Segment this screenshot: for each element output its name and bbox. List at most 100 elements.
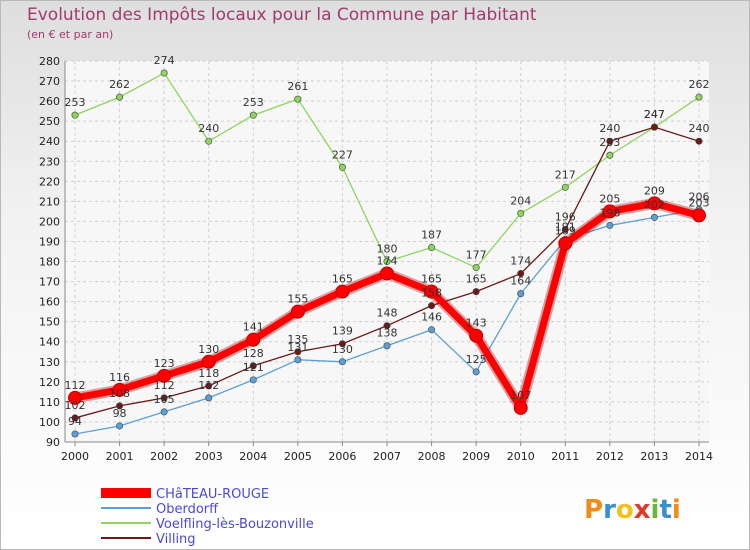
series-point (116, 93, 124, 101)
chart-subtitle: (en € et par an) (27, 28, 114, 41)
data-label: 121 (243, 361, 264, 374)
data-label: 240 (689, 122, 710, 135)
series-point (428, 326, 436, 334)
series-point (116, 422, 124, 430)
data-label: 227 (332, 148, 353, 161)
data-label: 189 (555, 224, 576, 237)
data-label: 130 (332, 343, 353, 356)
x-tick-label: 2001 (106, 450, 134, 463)
series-point (249, 376, 257, 384)
data-label: 131 (287, 341, 308, 354)
series-point (338, 340, 346, 348)
series-point (517, 290, 525, 298)
data-label: 262 (109, 78, 130, 91)
series-point (428, 302, 436, 310)
series-point (205, 137, 213, 145)
x-tick-label: 2014 (685, 450, 713, 463)
series-point (249, 362, 257, 370)
series-point (695, 93, 703, 101)
logo-letter: P (584, 495, 603, 525)
data-label: 135 (287, 333, 308, 346)
series-point (380, 266, 394, 281)
data-label: 206 (689, 190, 710, 203)
y-tick-label: 200 (39, 215, 60, 228)
logo-letter: i (651, 495, 660, 525)
series-point (160, 394, 168, 402)
series-point (428, 243, 436, 251)
data-label: 202 (644, 198, 665, 211)
x-tick-label: 2007 (373, 450, 401, 463)
legend-swatch (101, 507, 151, 509)
y-tick-label: 130 (39, 356, 60, 369)
series-point (205, 382, 213, 390)
series-point (246, 332, 261, 347)
data-label: 187 (421, 228, 442, 241)
logo-letter: t (659, 495, 671, 525)
data-label: 198 (599, 206, 620, 219)
data-label: 107 (510, 389, 531, 402)
data-label: 262 (689, 78, 710, 91)
series-point (692, 208, 706, 223)
series-point (424, 284, 439, 299)
legend-swatch (101, 537, 151, 539)
data-label: 118 (198, 367, 219, 380)
series-point (517, 270, 525, 278)
series-point (647, 196, 662, 211)
data-label: 165 (332, 273, 353, 286)
series-point (558, 236, 573, 251)
series-point (383, 258, 391, 266)
series-point (650, 123, 658, 131)
series-point (294, 356, 302, 364)
y-tick-label: 250 (39, 115, 60, 128)
y-tick-label: 90 (46, 436, 60, 449)
y-tick-label: 110 (39, 396, 60, 409)
y-tick-label: 140 (39, 336, 60, 349)
data-label: 253 (65, 96, 86, 109)
series-point (513, 400, 528, 415)
data-label: 240 (198, 122, 219, 135)
series-point (606, 137, 614, 145)
legend-label: Oberdorff (156, 502, 219, 517)
y-tick-label: 270 (39, 75, 60, 88)
data-label: 247 (644, 108, 665, 121)
series-point (249, 111, 257, 119)
series-point (561, 183, 569, 191)
data-label: 204 (510, 194, 531, 207)
data-label: 155 (287, 293, 308, 306)
series-point (338, 163, 346, 171)
legend-swatch (101, 488, 151, 498)
y-tick-label: 230 (39, 155, 60, 168)
data-label: 177 (466, 249, 487, 262)
x-tick-label: 2008 (418, 450, 446, 463)
y-tick-label: 220 (39, 175, 60, 188)
x-tick-label: 2003 (195, 450, 223, 463)
data-label: 233 (599, 136, 620, 149)
legend-label: CHâTEAU-ROUGE (156, 487, 269, 502)
x-tick-label: 2011 (551, 450, 579, 463)
data-label: 180 (377, 243, 398, 256)
series-point (112, 382, 127, 397)
data-label: 112 (65, 379, 86, 392)
data-label: 253 (243, 96, 264, 109)
series-point (71, 111, 79, 119)
x-tick-label: 2010 (507, 450, 535, 463)
legend-swatch (101, 522, 151, 524)
data-label: 130 (198, 343, 219, 356)
data-label: 164 (510, 275, 531, 288)
x-tick-label: 2005 (284, 450, 312, 463)
chart-title: Evolution des Impôts locaux pour la Comm… (27, 5, 537, 25)
data-label: 125 (466, 353, 487, 366)
data-label: 174 (377, 255, 398, 268)
series-point (469, 328, 484, 343)
y-tick-label: 180 (39, 256, 60, 269)
logo-letter: r (603, 495, 616, 525)
x-tick-label: 2013 (640, 450, 668, 463)
series-point (383, 322, 391, 330)
series-point (472, 264, 480, 272)
data-label: 191 (555, 220, 576, 233)
data-label: 102 (65, 399, 86, 412)
data-label: 274 (154, 54, 175, 67)
series-point (201, 354, 216, 369)
